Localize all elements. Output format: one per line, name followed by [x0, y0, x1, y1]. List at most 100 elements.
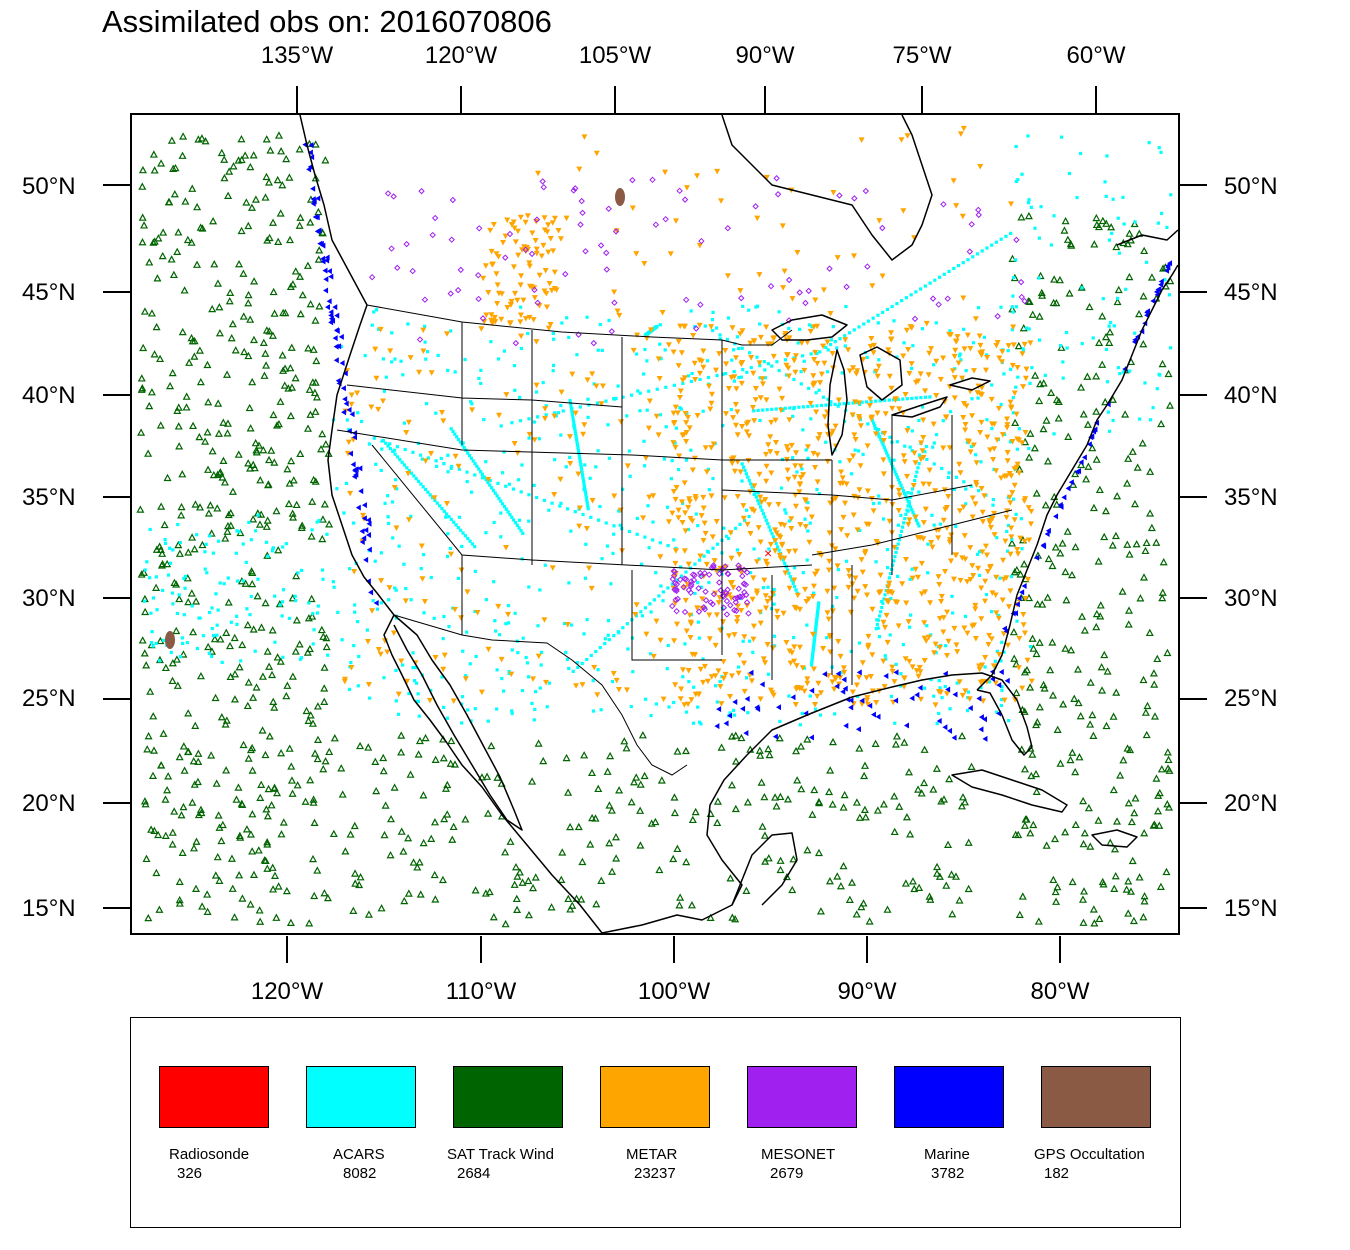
metar-marker — [959, 375, 966, 382]
acars-marker — [817, 492, 821, 496]
sat-wind-marker — [627, 797, 636, 806]
metar-marker — [533, 339, 540, 345]
acars-marker — [517, 518, 522, 522]
metar-marker — [673, 485, 680, 491]
metar-marker — [892, 397, 899, 403]
metar-marker — [757, 494, 764, 501]
sat-wind-marker — [528, 777, 537, 785]
mesonet-marker — [862, 187, 870, 195]
sat-wind-marker — [318, 429, 327, 438]
acars-marker — [983, 665, 987, 669]
metar-marker — [948, 532, 955, 539]
metar-marker — [762, 660, 769, 666]
sat-wind-marker — [1011, 830, 1020, 838]
metar-marker — [969, 514, 976, 520]
metar-marker — [964, 579, 971, 585]
sat-wind-marker — [311, 407, 320, 415]
acars-marker — [849, 649, 853, 654]
sat-wind-marker — [296, 449, 305, 458]
mesonet-marker — [682, 576, 690, 583]
sat-wind-marker — [1110, 884, 1119, 892]
state-lines — [336, 322, 1013, 685]
metar-marker — [633, 602, 640, 608]
metar-marker — [775, 501, 782, 508]
acars-marker — [392, 448, 397, 452]
metar-marker — [684, 581, 691, 588]
acars-marker — [643, 535, 647, 539]
metar-marker — [866, 403, 873, 409]
marine-marker — [843, 722, 849, 729]
acars-marker — [585, 498, 589, 502]
metar-marker — [826, 634, 833, 640]
acars-marker — [201, 634, 206, 638]
sat-wind-marker — [797, 784, 806, 793]
sat-wind-marker — [1010, 654, 1019, 662]
metar-marker — [657, 637, 664, 644]
sat-wind-marker — [349, 906, 358, 914]
sat-wind-marker — [144, 731, 153, 740]
sat-wind-marker — [1140, 829, 1149, 837]
metar-marker — [970, 572, 977, 579]
acars-marker — [537, 437, 541, 441]
sat-wind-marker — [1142, 538, 1151, 547]
acars-marker — [440, 675, 444, 679]
metar-marker — [812, 464, 819, 471]
acars-marker — [914, 290, 918, 294]
acars-marker — [819, 403, 824, 408]
metar-marker — [993, 610, 1000, 616]
acars-marker — [990, 243, 994, 247]
acars-marker — [1006, 718, 1011, 723]
sat-wind-marker — [1041, 501, 1050, 509]
marine-marker — [366, 520, 372, 527]
marine-marker — [841, 676, 847, 683]
acars-marker — [971, 255, 975, 259]
acars-marker — [412, 679, 417, 683]
acars-marker — [387, 598, 391, 602]
acars-marker — [759, 505, 763, 509]
acars-marker — [433, 498, 437, 502]
sat-wind-marker — [814, 848, 823, 857]
acars-marker — [696, 620, 701, 624]
sat-wind-marker — [1025, 297, 1034, 306]
acars-marker — [1026, 201, 1031, 205]
mesonet-marker — [739, 572, 746, 580]
acars-marker — [367, 442, 372, 446]
metar-marker — [909, 575, 916, 582]
sat-wind-marker — [287, 776, 296, 784]
acars-marker — [1110, 231, 1114, 235]
sat-wind-marker — [255, 520, 264, 528]
sat-wind-marker — [185, 358, 194, 366]
acars-marker — [635, 516, 639, 521]
sat-wind-marker — [356, 741, 365, 750]
acars-marker — [917, 453, 922, 457]
metar-marker — [489, 320, 496, 327]
lon-label-top: 120°W — [424, 42, 498, 69]
metar-marker — [846, 458, 853, 464]
metar-marker — [679, 432, 686, 439]
acars-marker — [499, 535, 503, 539]
sat-wind-marker — [1133, 463, 1142, 471]
acars-marker — [1037, 236, 1041, 240]
metar-marker — [450, 698, 457, 705]
sat-wind-marker — [174, 403, 183, 411]
sat-wind-marker — [269, 885, 278, 893]
acars-marker — [627, 529, 632, 534]
lon-label-bottom: 100°W — [637, 978, 711, 1005]
observation-map[interactable]: × — [130, 113, 1180, 935]
marine-marker — [982, 735, 988, 742]
mesonet-marker — [723, 597, 731, 605]
sat-wind-marker — [196, 805, 205, 813]
metar-marker — [804, 676, 811, 682]
acars-marker — [732, 713, 737, 717]
acars-marker — [387, 521, 391, 526]
marine-marker — [350, 461, 356, 468]
metar-marker — [945, 638, 952, 645]
metar-marker — [1008, 525, 1015, 531]
metar-marker — [971, 622, 978, 628]
sat-wind-marker — [198, 540, 207, 549]
metar-marker — [870, 508, 877, 514]
sat-wind-marker — [138, 238, 147, 246]
acars-marker — [843, 334, 847, 338]
acars-marker — [609, 582, 613, 586]
acars-marker — [402, 562, 406, 566]
